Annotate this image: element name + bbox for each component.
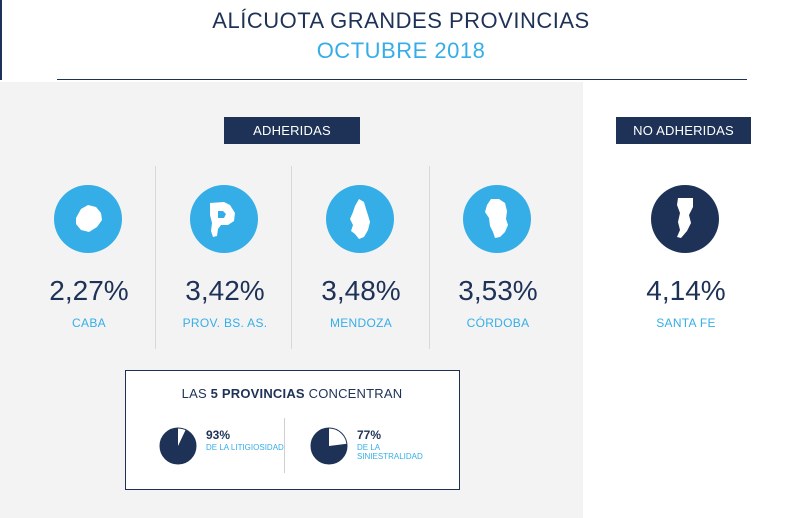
header-rule bbox=[57, 79, 747, 80]
buenos-aires-map-icon bbox=[190, 185, 258, 253]
summary-heading: LAS 5 PROVINCIAS CONCENTRAN bbox=[126, 386, 458, 401]
stat-value: 77% bbox=[357, 428, 382, 442]
column-divider bbox=[291, 166, 292, 349]
province-value: 4,14% bbox=[646, 275, 726, 306]
adheridas-tag: ADHERIDAS bbox=[224, 117, 360, 144]
summary-heading-pre: LAS bbox=[181, 386, 211, 401]
summary-box: LAS 5 PROVINCIAS CONCENTRAN 93% DE LA LI… bbox=[125, 370, 460, 490]
province-name: CÓRDOBA bbox=[466, 316, 530, 330]
province-value: 3,48% bbox=[321, 275, 401, 306]
summary-heading-bold: 5 PROVINCIAS bbox=[210, 386, 305, 401]
stat-label: DE LA LITIGIOSIDAD bbox=[206, 443, 284, 452]
page-subtitle: OCTUBRE 2018 bbox=[316, 38, 486, 63]
stat-divider bbox=[284, 418, 285, 473]
stat-label: DE LA SINIESTRALIDAD bbox=[357, 443, 423, 461]
province-name: MENDOZA bbox=[329, 316, 393, 330]
province-card-buenos-aires: 3,42% PROV. BS. AS. bbox=[156, 165, 294, 350]
province-value: 3,42% bbox=[185, 275, 265, 306]
cordoba-map-icon bbox=[463, 185, 531, 253]
column-divider bbox=[429, 166, 430, 349]
frame-edge bbox=[0, 0, 2, 80]
mendoza-map-icon bbox=[326, 185, 394, 253]
column-divider bbox=[155, 166, 156, 349]
province-name: PROV. BS. AS. bbox=[182, 316, 268, 330]
pie-slice bbox=[160, 428, 196, 464]
pie-chart-icon bbox=[159, 427, 197, 465]
province-name: SANTA FE bbox=[656, 316, 716, 330]
no-adheridas-tag: NO ADHERIDAS bbox=[616, 117, 751, 144]
summary-heading-post: CONCENTRAN bbox=[304, 386, 403, 401]
province-value: 2,27% bbox=[49, 275, 129, 306]
province-card-caba: 2,27% CABA bbox=[20, 165, 158, 350]
page-title: ALÍCUOTA GRANDES PROVINCIAS bbox=[212, 8, 590, 33]
pie-slice bbox=[311, 428, 347, 464]
province-card-cordoba: 3,53% CÓRDOBA bbox=[429, 165, 567, 350]
pie-chart-icon bbox=[310, 427, 348, 465]
caba-map-icon bbox=[54, 185, 122, 253]
santa-fe-map-icon bbox=[651, 185, 719, 253]
province-card-mendoza: 3,48% MENDOZA bbox=[292, 165, 430, 350]
stat-value: 93% bbox=[206, 428, 231, 442]
province-value: 3,53% bbox=[458, 275, 538, 306]
province-card-santa-fe: 4,14% SANTA FE bbox=[617, 165, 755, 350]
province-name: CABA bbox=[72, 316, 106, 330]
